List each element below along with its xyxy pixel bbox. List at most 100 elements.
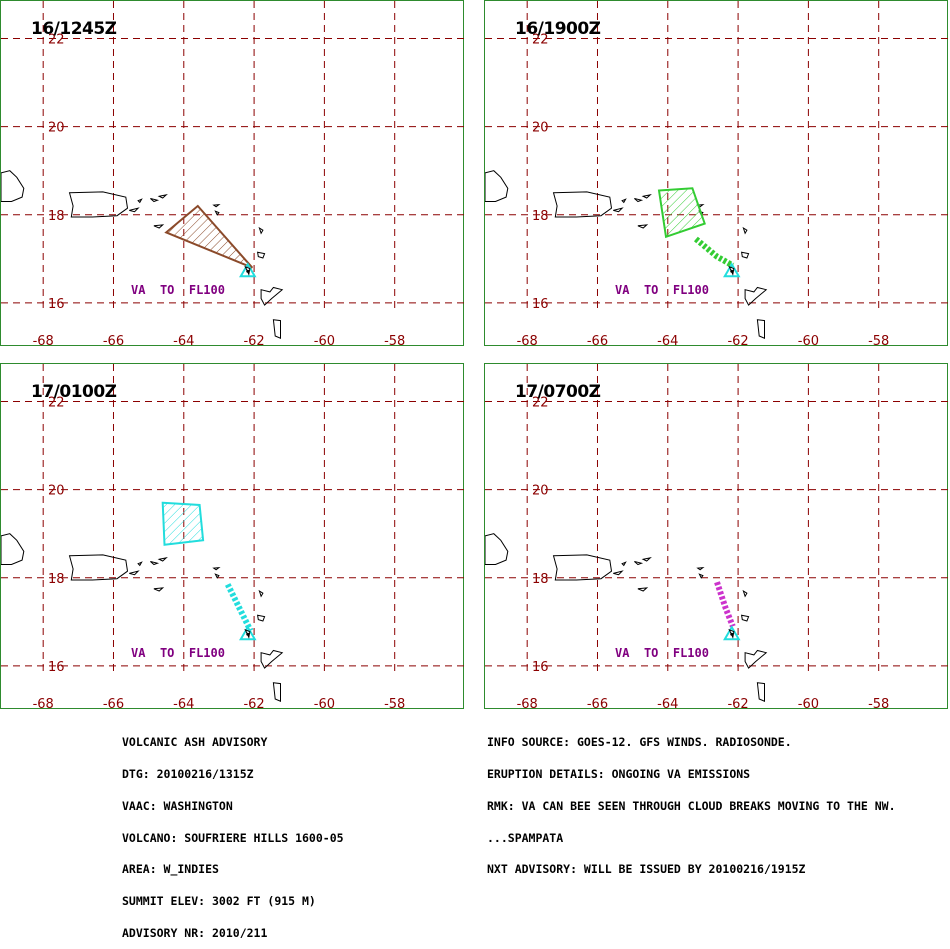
map-panel-1: 22 20 18 16 -68 -66 -64 -62 -60 -58 VA TO FL100 16… <box>0 0 465 347</box>
coastline <box>621 561 627 567</box>
coastline <box>157 194 168 199</box>
ash-cloud-polygon <box>164 204 254 269</box>
lon-tick-label: -68 <box>517 334 538 347</box>
lon-tick-label: -58 <box>384 334 405 347</box>
volcano-marker-icon <box>723 262 741 278</box>
va-altitude-label: VA TO FL100 <box>615 646 709 660</box>
footer-line: ADVISORY NR: 2010/211 <box>122 925 268 940</box>
ash-cloud-polygon <box>161 501 205 546</box>
footer-line: VOLCANIC ASH ADVISORY <box>122 735 268 750</box>
map-canvas: 22 20 18 16 -68 -66 -64 -62 -60 -58 VA TO FL100 <box>485 1 949 347</box>
coastline <box>272 319 281 339</box>
volcano-marker-icon <box>239 625 257 641</box>
coastline <box>137 561 143 567</box>
coastline <box>137 198 143 204</box>
coastline <box>634 561 644 566</box>
lat-tick-label: 18 <box>48 209 65 224</box>
lon-tick-label: -66 <box>587 697 608 710</box>
ash-stream <box>714 581 736 628</box>
lon-tick-label: -66 <box>587 334 608 347</box>
lat-tick-label: 20 <box>532 121 549 136</box>
footer-line: RMK: VA CAN BEE SEEN THROUGH CLOUD BREAK… <box>487 798 896 813</box>
va-altitude-label: VA TO FL100 <box>615 283 709 297</box>
lat-tick-label: 16 <box>532 297 549 312</box>
ash-stream <box>693 236 735 269</box>
lat-tick-label: 18 <box>532 209 549 224</box>
coastline <box>157 557 168 562</box>
lon-tick-label: -60 <box>798 697 819 710</box>
map-panel-3: 22 20 18 16 -68 -66 -64 -62 -60 -58 VA TO FL100 17… <box>0 363 465 710</box>
lon-tick-label: -62 <box>243 334 264 347</box>
coastline <box>634 198 644 203</box>
footer-line: DTG: 20100216/1315Z <box>122 766 254 781</box>
lat-tick-label: 16 <box>532 660 549 675</box>
map-panel-2: 22 20 18 16 -68 -66 -64 -62 -60 -58 VA TO FL100 16… <box>484 0 949 347</box>
coastline <box>1 170 25 202</box>
va-altitude-label: VA TO FL100 <box>131 646 225 660</box>
lat-tick-label: 18 <box>532 572 549 587</box>
footer-line: SUMMIT ELEV: 3002 FT (915 M) <box>122 894 316 909</box>
lat-tick-label: 20 <box>48 121 65 136</box>
coastline <box>214 210 220 216</box>
lat-tick-label: 16 <box>48 297 65 312</box>
coastline <box>641 194 652 199</box>
coastline <box>258 589 264 598</box>
footer-line: ERUPTION DETAILS: ONGOING VA EMISSIONS <box>487 766 751 781</box>
volcano-marker-icon <box>723 625 741 641</box>
coastline <box>728 628 735 639</box>
lon-tick-label: -58 <box>384 697 405 710</box>
coastline <box>613 570 624 576</box>
lat-tick-label: 18 <box>48 572 65 587</box>
lon-tick-label: -62 <box>727 697 748 710</box>
coastline <box>129 207 140 213</box>
coastline <box>212 566 221 571</box>
footer-line: ...SPAMPATA <box>487 830 564 845</box>
coastline <box>728 265 735 276</box>
coastline <box>742 226 748 235</box>
lon-tick-label: -66 <box>103 334 124 347</box>
lon-tick-label: -58 <box>868 334 889 347</box>
lon-tick-label: -68 <box>33 697 54 710</box>
coastline <box>744 649 768 669</box>
coastline <box>744 286 768 306</box>
coastline <box>260 649 284 669</box>
footer-line: AREA: W_INDIES <box>122 862 219 877</box>
volcano-marker-icon <box>239 262 257 278</box>
lon-tick-label: -64 <box>173 697 194 710</box>
lon-tick-label: -64 <box>173 334 194 347</box>
coastline <box>1 533 25 565</box>
coastline <box>740 614 750 622</box>
coastline <box>621 198 627 204</box>
coastline <box>637 587 649 592</box>
coastline <box>552 191 613 218</box>
footer-line: VOLCANO: SOUFRIERE HILLS 1600-05 <box>122 830 344 845</box>
coastline <box>260 286 284 306</box>
coastline <box>258 226 264 235</box>
lon-tick-label: -68 <box>517 697 538 710</box>
coastline <box>637 224 649 229</box>
ash-stream <box>225 583 254 633</box>
coastline <box>698 573 704 579</box>
coastline <box>613 207 624 213</box>
coastline <box>153 587 165 592</box>
coastline <box>150 198 160 203</box>
coastline <box>68 191 129 218</box>
coastline <box>742 589 748 598</box>
lon-tick-label: -58 <box>868 697 889 710</box>
panel-time-label: 17/0100Z <box>31 382 117 402</box>
coastline <box>256 614 266 622</box>
map-canvas: 22 20 18 16 -68 -66 -64 -62 -60 -58 VA TO FL100 <box>1 1 465 347</box>
coastline <box>129 570 140 576</box>
coastline <box>485 170 509 202</box>
lon-tick-label: -60 <box>314 697 335 710</box>
coastline <box>214 573 220 579</box>
coastline <box>153 224 165 229</box>
coastline <box>756 319 765 339</box>
coastline <box>485 533 509 565</box>
coastline <box>641 557 652 562</box>
coastline <box>212 203 221 208</box>
lat-tick-label: 22 <box>48 395 65 410</box>
lat-tick-label: 22 <box>48 32 65 47</box>
coastline <box>756 682 765 702</box>
map-canvas: 22 20 18 16 -68 -66 -64 -62 -60 -58 VA TO FL100 <box>485 364 949 710</box>
